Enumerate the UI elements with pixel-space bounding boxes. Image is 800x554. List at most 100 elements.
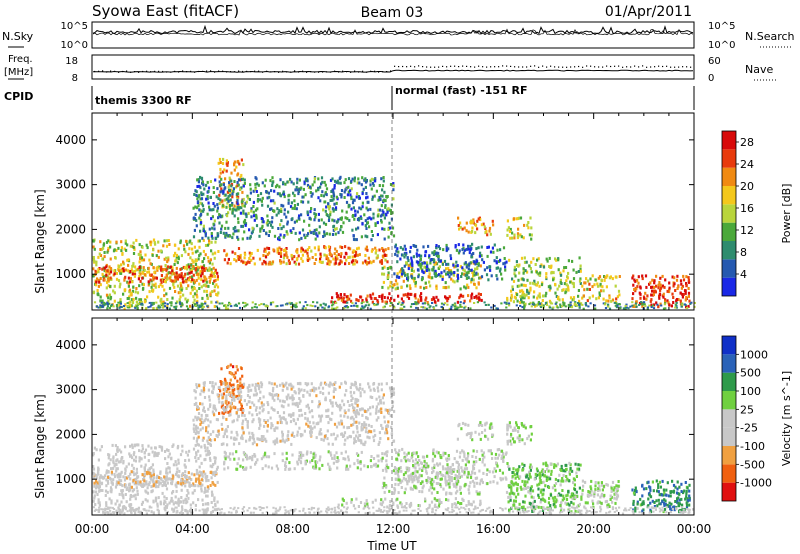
power-cell [360,217,363,220]
velocity-cell [346,436,349,440]
velocity-cell [181,444,184,448]
power-cell [406,295,409,298]
power-cell [632,274,635,278]
power-cell [565,279,568,283]
velocity-cell [202,420,205,424]
power-cell [120,263,123,267]
power-cell [380,294,383,298]
velocity-cell [226,443,229,447]
power-cell [147,266,150,270]
power-cell [258,234,261,238]
velocity-cell [316,460,319,464]
velocity-cell [148,482,151,486]
velocity-cell [365,410,368,414]
power-cell [350,305,353,307]
power-cell [287,198,290,202]
velocity-cell [97,467,100,471]
power-cell [240,224,243,228]
nave-point [550,65,552,67]
power-cell [225,231,228,235]
velocity-cell [202,436,205,440]
velocity-cell [223,455,226,459]
power-cell [152,278,155,282]
power-cell [325,232,329,236]
nave-point [606,65,608,67]
power-cell [205,183,208,187]
velocity-cell [374,463,377,466]
power-cell [133,305,136,308]
power-cell [526,223,529,227]
power-cell [368,225,371,229]
nave-point [470,66,472,68]
power-cell [188,247,191,251]
power-cell [459,294,462,298]
power-cell [466,273,469,277]
power-cell [389,226,392,230]
power-cell [588,282,591,286]
power-cell [422,271,425,275]
power-cell [680,305,683,308]
power-cell [196,206,199,210]
power-cell [622,307,625,310]
power-y-axis-label: Slant Range [km] [33,189,47,293]
nave-point [678,66,680,68]
power-cell [103,255,106,259]
velocity-cell [140,464,143,468]
velocity-cell [372,382,376,385]
velocity-cell [333,422,337,426]
power-cell [380,261,383,265]
velocity-cell [200,445,203,449]
power-cell [150,301,153,304]
power-cell [354,209,357,213]
power-cell [404,273,407,277]
velocity-cell [299,461,303,465]
velocity-cell [357,438,360,442]
power-cell [376,214,379,218]
power-cell [509,298,512,302]
power-cell [147,270,151,274]
power-cell [278,238,281,242]
power-cell [214,278,217,282]
power-cell [425,296,428,300]
velocity-cell [284,464,287,468]
power-cell [505,260,508,264]
power-cell [469,248,472,252]
velocity-cell [184,470,187,474]
power-cell [241,224,244,228]
velocity-cell [132,488,136,492]
power-cell [525,293,528,297]
power-cell [589,277,592,281]
power-cell [228,301,231,304]
nave-point [598,66,600,68]
velocity-cell [199,454,202,458]
power-cell [596,282,599,286]
power-cell [536,258,539,262]
power-cell [530,226,533,230]
power-cell [107,284,110,288]
velocity-cell [251,431,254,435]
velocity-cell [127,483,131,487]
velocity-cell [195,472,199,476]
power-cell [192,235,196,239]
power-cell [659,286,662,290]
power-cell [321,306,324,309]
power-cell [662,307,666,310]
power-cell [602,297,605,301]
power-cell [97,255,100,259]
power-cell [246,194,249,198]
power-cell [237,172,240,176]
power-cell [417,298,420,302]
power-cell [201,204,205,208]
power-cell [598,291,601,295]
power-cell [687,294,690,298]
power-cell [528,303,531,306]
power-cell [162,302,165,305]
velocity-cell [130,495,133,498]
power-cell [225,253,228,257]
velocity-cell [259,418,262,422]
power-cell [191,258,194,262]
power-cell [597,276,600,280]
power-cell [100,247,103,251]
